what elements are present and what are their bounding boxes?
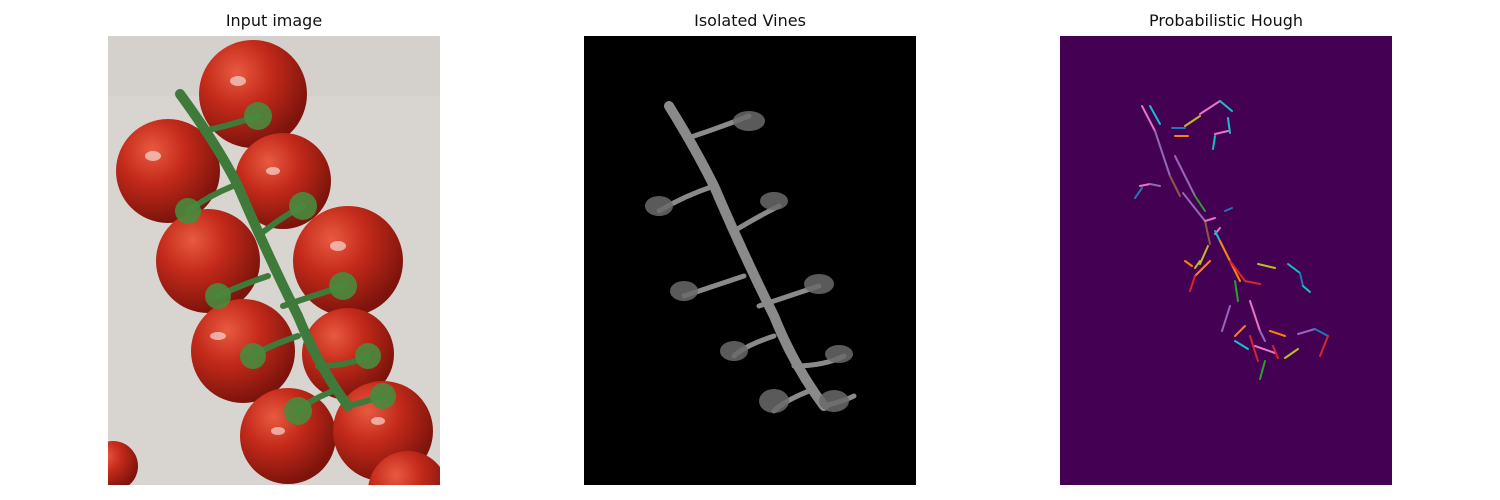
input-image-panel: Input image (108, 0, 440, 500)
probabilistic-hough-panel: Probabilistic Hough (1060, 0, 1392, 500)
hough-line-segments (1134, 100, 1329, 380)
hough-lines-image (1060, 36, 1392, 485)
isolated-vines-image (584, 36, 916, 485)
panel-title-probabilistic-hough: Probabilistic Hough (1148, 11, 1304, 30)
panel-title-isolated-vines: Isolated Vines (694, 11, 806, 30)
input-image (108, 36, 440, 485)
isolated-vines-panel: Isolated Vines (584, 0, 916, 500)
panel-title-input-image: Input image (225, 11, 323, 30)
